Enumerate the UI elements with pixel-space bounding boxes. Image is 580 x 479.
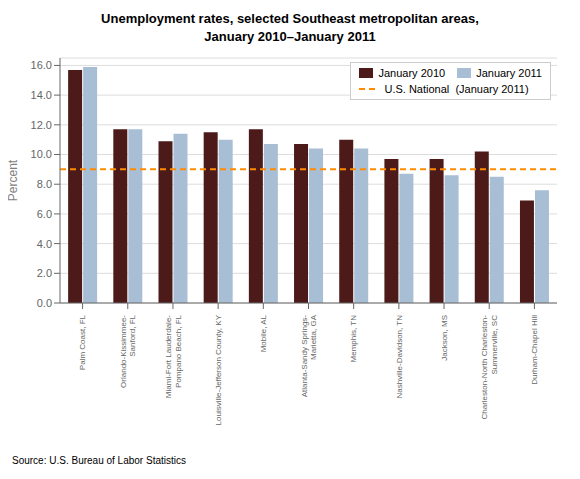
- svg-text:Miami-Fort Lauderdale-Pompano: Miami-Fort Lauderdale-Pompano Beach, FL: [164, 314, 183, 398]
- svg-text:12.0: 12.0: [31, 119, 52, 131]
- html-text:Source: U.S. Bureau of Labor S: Source: U.S. Bureau of Labor Statistics: [12, 455, 186, 466]
- svg-text:Percent: Percent: [8, 159, 20, 201]
- svg-text:Orlando-Kissimmee-Sanford, FL: Orlando-Kissimmee-Sanford, FL: [119, 314, 138, 387]
- svg-text:2.0: 2.0: [37, 267, 52, 279]
- svg-text:10.0: 10.0: [31, 148, 52, 160]
- html-text:Unemployment rates, selected S: Unemployment rates, selected Southeast m…: [101, 11, 479, 44]
- svg-text:Charleston-North Charleston-Su: Charleston-North Charleston-Summerville,…: [480, 315, 499, 420]
- svg-text:16.0: 16.0: [31, 59, 52, 71]
- svg-text:Jackson, MS: Jackson, MS: [440, 315, 449, 361]
- svg-text:0.0: 0.0: [37, 297, 52, 309]
- svg-text:Louisville-Jefferson County, K: Louisville-Jefferson County, KY: [214, 314, 223, 425]
- svg-text:Palm Coast, FL: Palm Coast, FL: [78, 314, 87, 370]
- svg-text:14.0: 14.0: [31, 89, 52, 101]
- svg-text:Mobile, AL: Mobile, AL: [259, 314, 268, 352]
- svg-text:Memphis, TN: Memphis, TN: [349, 315, 358, 363]
- html-text:U.S. National (January 2011): U.S. National (January 2011): [384, 83, 529, 95]
- svg-text:Durham-Chapel Hill: Durham-Chapel Hill: [530, 315, 539, 385]
- svg-text:8.0: 8.0: [37, 178, 52, 190]
- svg-text:6.0: 6.0: [37, 208, 52, 220]
- svg-text:Nashville-Davidson, TN: Nashville-Davidson, TN: [395, 315, 404, 399]
- svg-text:4.0: 4.0: [37, 238, 52, 250]
- svg-text:Atlanta-Sandy Springs-Marietta: Atlanta-Sandy Springs-Marietta, GA: [300, 314, 319, 397]
- html-text:January 2011: January 2011: [476, 67, 542, 79]
- html-text:January 2010: January 2010: [378, 67, 446, 79]
